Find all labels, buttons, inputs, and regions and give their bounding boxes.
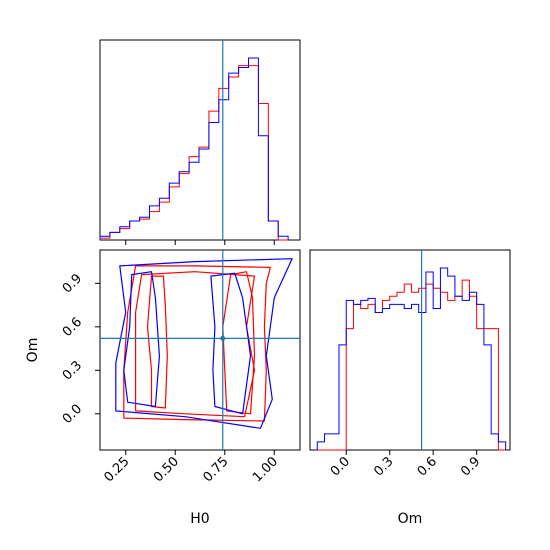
h0-histogram-panel (99, 39, 301, 245)
contour-frame (99, 249, 301, 451)
h0-histogram-frame (99, 39, 301, 241)
om-histogram-x-tick-label-0: 0.0 (328, 454, 353, 479)
contour-y-tick-label-0: 0.0 (60, 402, 85, 427)
om-histogram-x-tick-label-2: 0.6 (415, 454, 440, 479)
h0-histogram-red-series (99, 65, 289, 241)
om-histogram-x-tick-label-3: 0.9 (458, 454, 483, 479)
contour-blue-5 (123, 271, 160, 408)
om-histogram-frame (309, 249, 511, 451)
om-histogram-x-tick-label-1: 0.3 (371, 454, 396, 479)
om-vs-h0-contour-panel: 0.25 0.50 0.75 1.00 0.0 0.3 0.6 0.9 (60, 249, 301, 485)
contour-y-tick-label-2: 0.6 (60, 315, 85, 340)
contour-blue-6 (210, 272, 252, 415)
contour-blue-4 (115, 258, 293, 429)
truth-point-marker (220, 335, 226, 341)
contour-x-ticks: 0.25 0.50 0.75 1.00 (101, 450, 281, 485)
contour-y-ticks: 0.0 0.3 0.6 0.9 (60, 271, 100, 427)
om-histogram-ticks: 0.0 0.3 0.6 0.9 (328, 450, 483, 479)
contour-red-1 (135, 271, 256, 418)
x-axis-label-om: Om (398, 511, 423, 527)
x-axis-label-h0: H0 (190, 511, 209, 527)
h0-histogram-series (99, 57, 289, 241)
contour-x-tick-label-0: 0.25 (101, 454, 132, 485)
contour-x-tick-label-2: 0.75 (201, 454, 232, 485)
contour-red-2 (146, 275, 168, 409)
contour-x-tick-label-3: 1.00 (250, 454, 281, 485)
contour-series (115, 258, 293, 429)
contour-y-tick-label-3: 0.9 (60, 271, 85, 296)
contour-x-tick-label-1: 0.50 (151, 454, 182, 485)
om-histogram-blue-series (316, 267, 507, 450)
y-axis-label-om: Om (25, 338, 41, 363)
contour-y-tick-label-1: 0.3 (60, 358, 85, 383)
h0-histogram-blue-series (99, 57, 289, 240)
om-histogram-panel: 0.0 0.3 0.6 0.9 (309, 249, 511, 479)
contour-red-0 (123, 265, 271, 422)
contour-red-3 (222, 271, 256, 415)
om-histogram-series (316, 267, 507, 451)
h0-histogram-ticks (125, 240, 275, 245)
